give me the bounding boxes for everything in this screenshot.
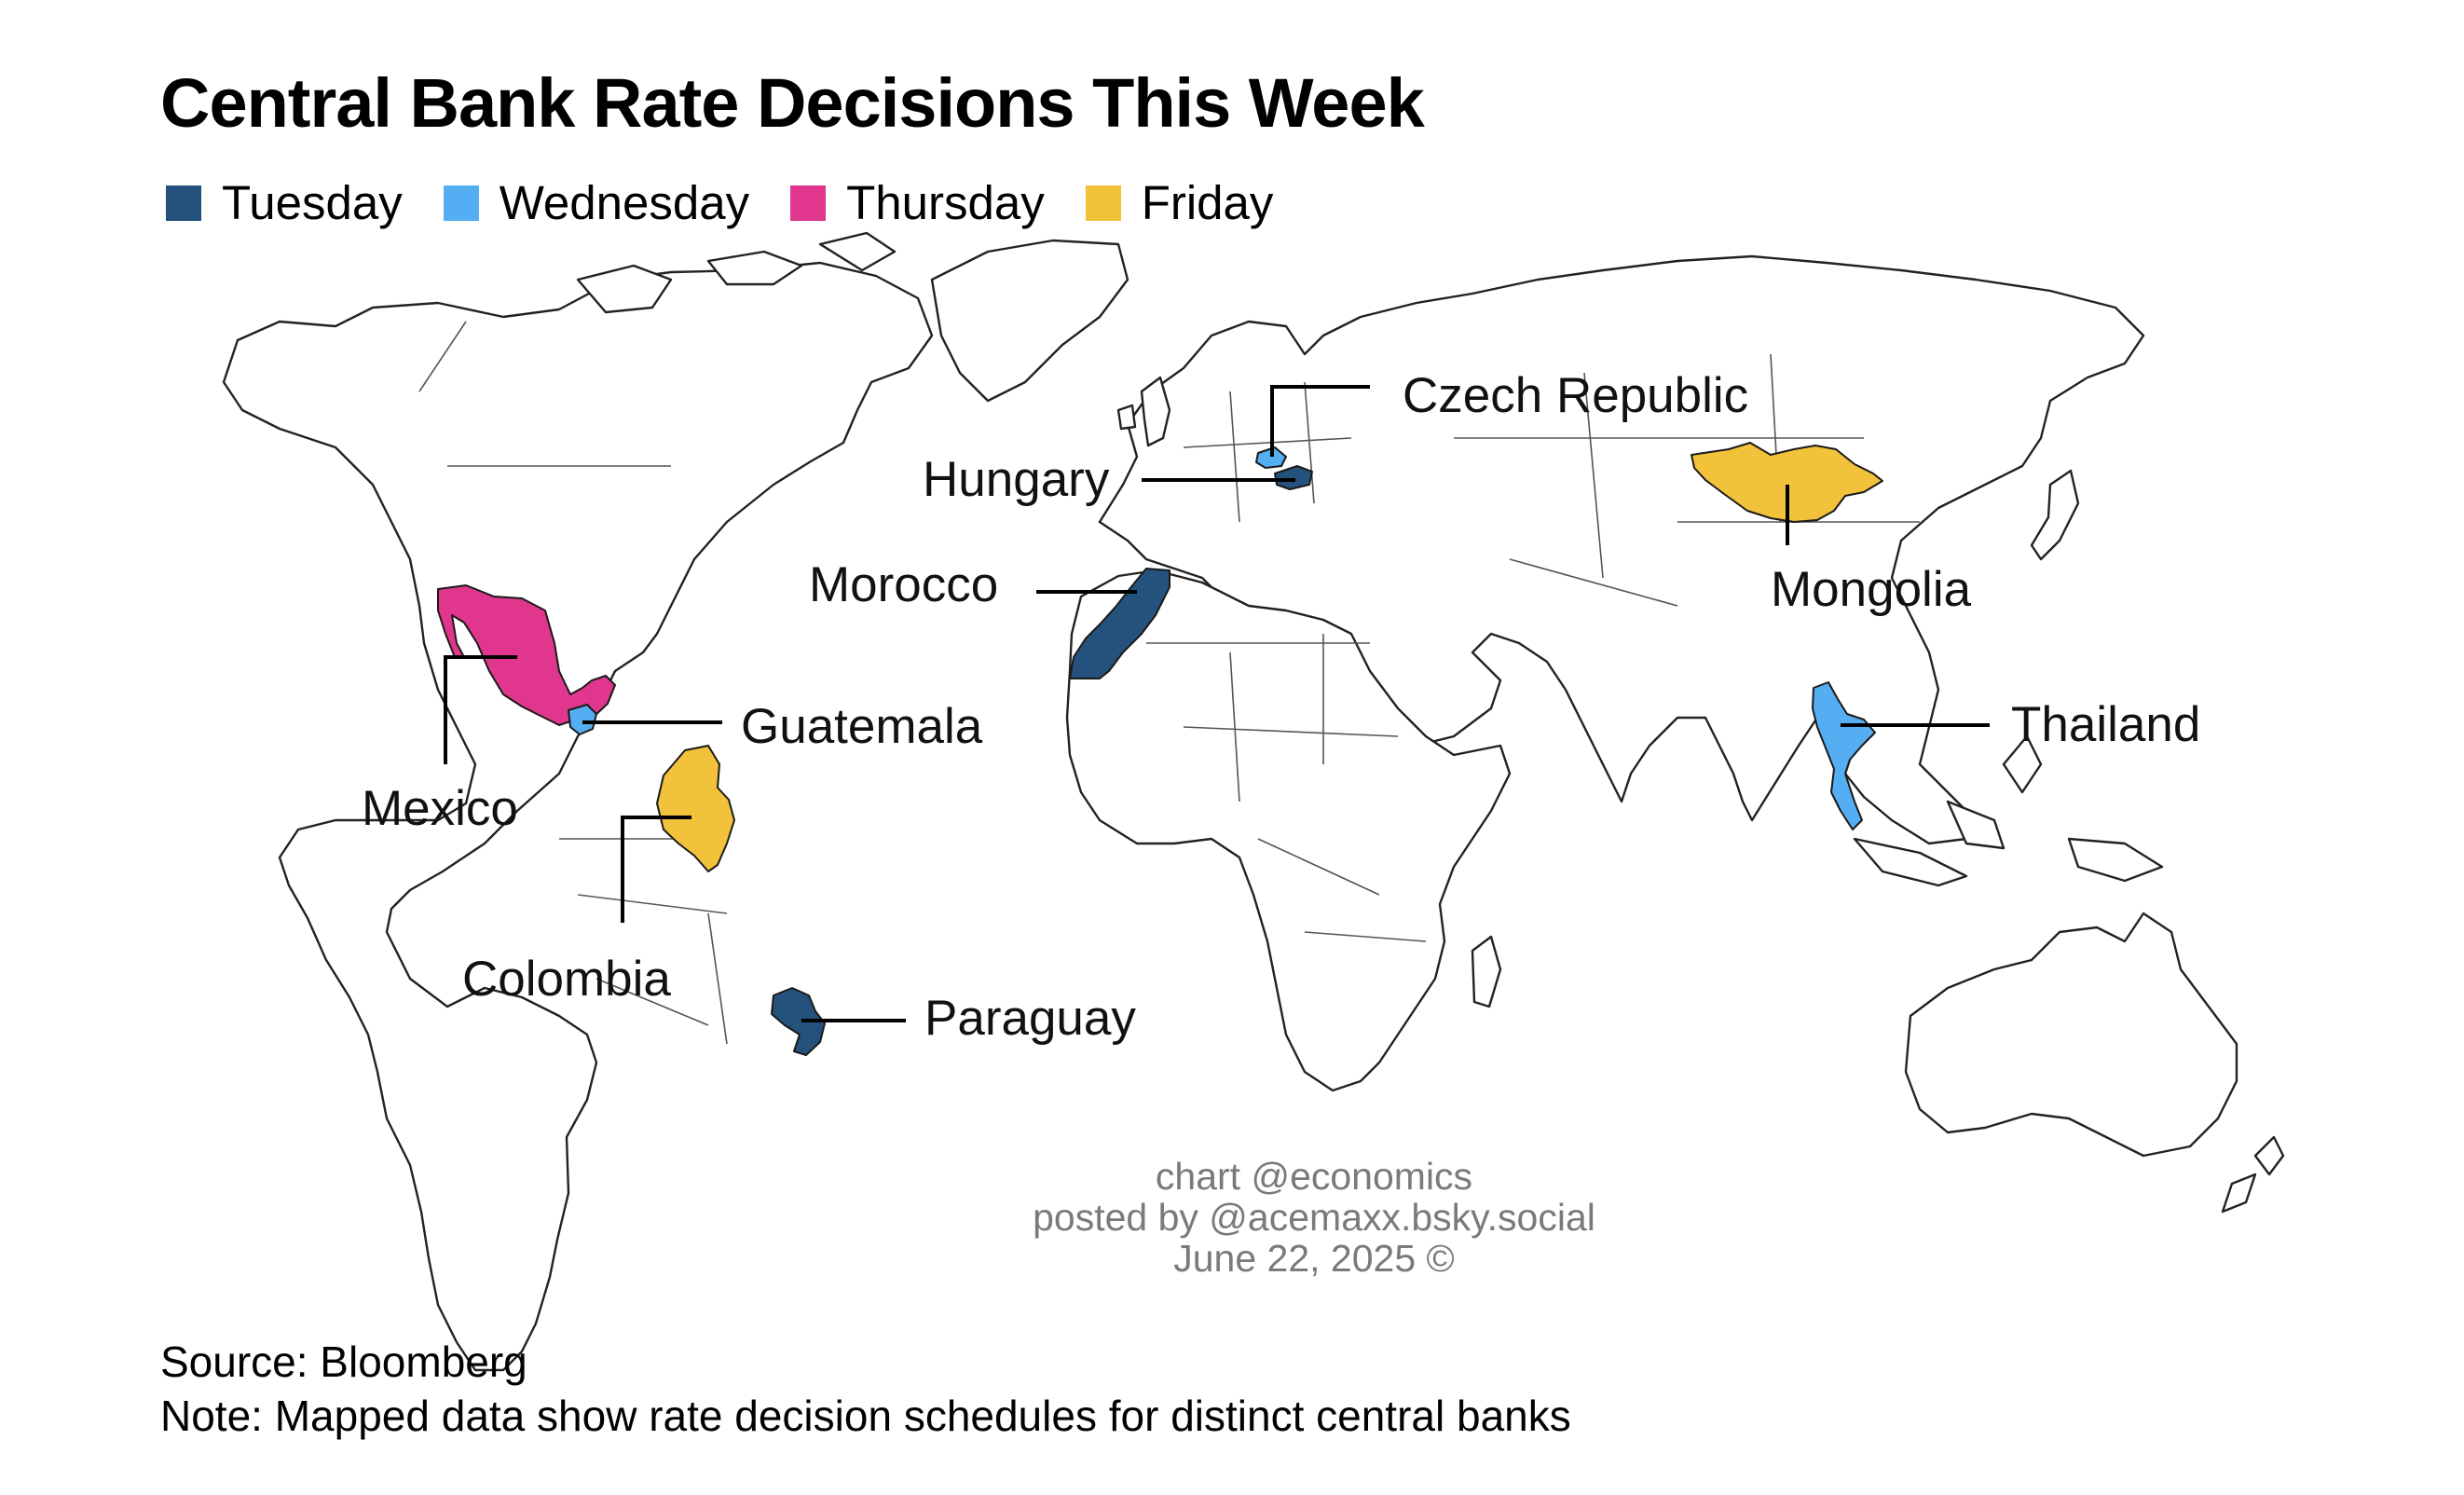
country-borders xyxy=(418,321,1920,1045)
leader-colombia xyxy=(621,816,691,923)
landmass-madagascar xyxy=(1471,935,1502,1008)
leader-lines xyxy=(444,385,1990,1022)
country-czech-republic xyxy=(1255,446,1287,469)
legend-swatch xyxy=(790,185,827,221)
legend-item-thursday: Thursday xyxy=(790,175,1045,230)
credit-line: chart @economics xyxy=(1155,1155,1473,1198)
source-note: Source: Bloomberg xyxy=(160,1337,527,1386)
credit-line: June 22, 2025 © xyxy=(1173,1237,1455,1280)
legend-swatch xyxy=(1085,185,1121,221)
country-guatemala xyxy=(568,704,597,735)
country-thailand xyxy=(1812,681,1876,830)
country-colombia xyxy=(656,745,735,872)
border-asia-lines xyxy=(1454,353,1920,607)
label-paraguay: Paraguay xyxy=(924,991,1136,1046)
legend-label: Friday xyxy=(1141,176,1274,229)
watermark-credit: chart @economics posted by @acemaxx.bsky… xyxy=(932,1156,1696,1279)
chart-title: Central Bank Rate Decisions This Week xyxy=(160,64,1425,142)
landmass-australia xyxy=(1904,912,2238,1158)
leader-czech-republic xyxy=(1270,385,1370,457)
border-south-america-lines xyxy=(559,838,728,1045)
landmass-eurasia xyxy=(1098,254,2145,845)
landmass-japan xyxy=(2030,469,2080,561)
legend-item-wednesday: Wednesday xyxy=(443,175,750,230)
leader-mexico xyxy=(444,655,517,764)
footnote: Note: Mapped data show rate decision sch… xyxy=(160,1392,1571,1440)
landmass-british-isles xyxy=(1116,376,1171,447)
country-paraguay xyxy=(771,987,826,1056)
country-morocco xyxy=(1069,568,1170,679)
landmass-africa xyxy=(1065,569,1512,1092)
border-africa-lines xyxy=(1146,634,1427,942)
legend-label: Wednesday xyxy=(499,176,750,229)
landmass-greenland xyxy=(930,239,1129,403)
border-alaska xyxy=(418,321,467,392)
country-mongolia xyxy=(1691,442,1883,523)
landmass-sea-islands xyxy=(1853,734,2164,887)
chart-footer: Source: Bloomberg Note: Mapped data show… xyxy=(160,1335,1571,1443)
legend-item-friday: Friday xyxy=(1085,175,1274,230)
landmass-north-america xyxy=(222,261,934,1372)
country-hungary xyxy=(1274,465,1313,490)
label-thailand: Thailand xyxy=(2011,697,2200,752)
label-mongolia: Mongolia xyxy=(1771,562,1972,617)
legend: Tuesday Wednesday Thursday Friday xyxy=(166,175,1314,230)
label-mexico: Mexico xyxy=(362,781,518,836)
label-guatemala: Guatemala xyxy=(741,699,983,754)
label-morocco: Morocco xyxy=(809,557,998,612)
border-europe-lines xyxy=(1183,381,1352,523)
label-colombia: Colombia xyxy=(462,952,671,1007)
landmass-new-zealand xyxy=(2221,1135,2285,1214)
country-labels: Czech Republic Hungary Morocco Mongolia … xyxy=(362,368,2200,1046)
credit-line: posted by @acemaxx.bsky.social xyxy=(1033,1196,1595,1239)
landmass-arctic-islands xyxy=(576,231,897,314)
highlighted-countries xyxy=(437,442,1883,1056)
label-hungary: Hungary xyxy=(923,452,1110,507)
legend-label: Thursday xyxy=(846,176,1045,229)
legend-swatch xyxy=(166,185,201,221)
legend-label: Tuesday xyxy=(222,176,403,229)
label-czech-republic: Czech Republic xyxy=(1403,368,1748,423)
legend-item-tuesday: Tuesday xyxy=(166,175,403,230)
land-masses xyxy=(222,231,2285,1372)
legend-swatch xyxy=(443,185,479,221)
